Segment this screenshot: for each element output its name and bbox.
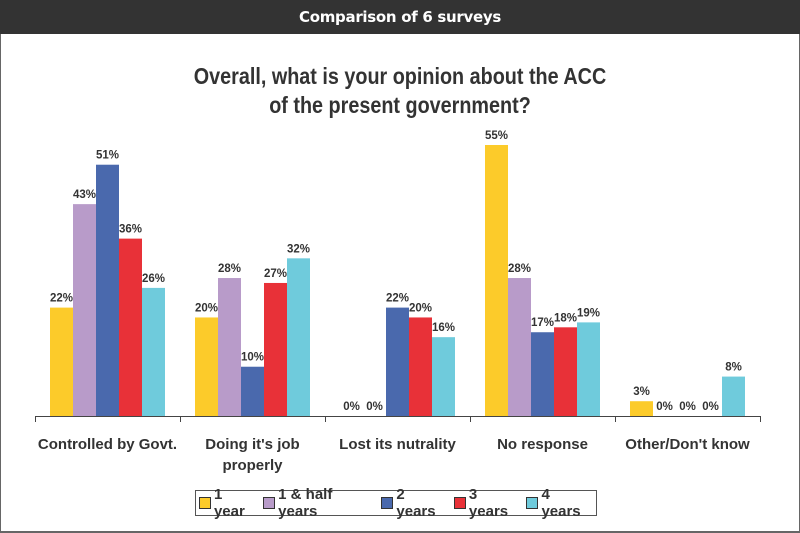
- x-tick-label-line: properly: [222, 457, 283, 474]
- x-tick-label: Doing it's job properly: [205, 436, 299, 474]
- data-label: 28%: [218, 263, 241, 275]
- bar: [142, 287, 165, 416]
- data-label: 10%: [241, 352, 264, 364]
- x-tick-label-line: Lost its nutrality: [339, 436, 456, 453]
- data-label: 19%: [577, 307, 600, 319]
- legend-label: 4 years: [541, 486, 581, 520]
- data-label: 8%: [725, 362, 742, 374]
- legend-swatch: [526, 497, 539, 509]
- bar: [50, 307, 73, 416]
- data-label: 0%: [702, 401, 719, 413]
- x-tick-label: No response: [497, 436, 588, 453]
- bar: [96, 164, 119, 416]
- bar: [577, 322, 600, 416]
- x-tick-label: Lost its nutrality: [339, 436, 456, 453]
- legend-swatch: [199, 497, 211, 509]
- data-label: 0%: [656, 401, 673, 413]
- legend-swatch: [381, 497, 394, 509]
- data-label: 36%: [119, 224, 142, 236]
- data-label: 0%: [679, 401, 696, 413]
- x-tick-label-line: Doing it's job: [205, 436, 299, 453]
- legend-label: 1 & half years: [278, 486, 333, 520]
- legend-item: 1 year: [199, 486, 257, 520]
- legend-item: 1 & half years: [263, 486, 375, 520]
- bar: [722, 376, 745, 416]
- data-label: 32%: [287, 243, 310, 255]
- bar: [531, 332, 554, 416]
- bar: [485, 145, 508, 416]
- data-label: 20%: [409, 302, 432, 314]
- legend-swatch: [263, 497, 276, 509]
- chart-title: Overall, what is your opinion about the …: [56, 62, 744, 120]
- data-label: 22%: [386, 293, 409, 305]
- bar: [218, 278, 241, 416]
- legend-label: 2 years: [396, 486, 436, 520]
- header-title: Comparison of 6 surveys: [299, 8, 501, 26]
- data-label: 55%: [485, 130, 508, 142]
- data-label: 0%: [366, 401, 383, 413]
- bar: [119, 238, 142, 416]
- bar: [409, 317, 432, 416]
- data-label: 22%: [50, 293, 73, 305]
- legend-swatch: [453, 497, 466, 509]
- legend-label: 3 years: [468, 486, 509, 520]
- header-bar: Comparison of 6 surveys: [0, 0, 800, 34]
- data-label: 27%: [264, 268, 287, 280]
- data-label: 0%: [343, 401, 360, 413]
- chart-title-line-2: of the present government?: [269, 92, 531, 118]
- data-label: 20%: [195, 302, 218, 314]
- data-label: 18%: [554, 312, 577, 324]
- data-label: 43%: [73, 189, 96, 201]
- bar: [630, 401, 653, 416]
- chart-legend: 1 year 1 & half years 2 years 3 years 4 year…: [195, 486, 597, 520]
- data-label: 17%: [531, 317, 554, 329]
- bar: [386, 307, 409, 416]
- x-tick-label: Other/Don't know: [625, 436, 750, 453]
- data-label: 16%: [432, 322, 455, 334]
- x-tick-label: Controlled by Govt.: [38, 436, 177, 453]
- bar: [508, 278, 531, 416]
- data-label: 28%: [508, 263, 531, 275]
- bar: [287, 258, 310, 416]
- data-label: 26%: [142, 273, 165, 285]
- legend-item: 3 years: [453, 486, 521, 520]
- legend-label: 1 year: [213, 486, 245, 520]
- chart-title-line-1: Overall, what is your opinion about the …: [193, 63, 607, 89]
- legend-item: 4 years: [526, 486, 593, 520]
- bar: [554, 327, 577, 416]
- x-tick-label-line: Other/Don't know: [625, 436, 750, 453]
- bar: [264, 282, 287, 416]
- data-label: 51%: [96, 150, 119, 162]
- bar: [73, 204, 96, 416]
- bar: [432, 337, 455, 416]
- x-tick-label-line: Controlled by Govt.: [38, 436, 177, 453]
- legend-item: 2 years: [381, 486, 448, 520]
- x-tick-label-line: No response: [497, 436, 588, 453]
- bar: [195, 317, 218, 416]
- bar: [241, 366, 264, 416]
- data-label: 3%: [633, 386, 650, 398]
